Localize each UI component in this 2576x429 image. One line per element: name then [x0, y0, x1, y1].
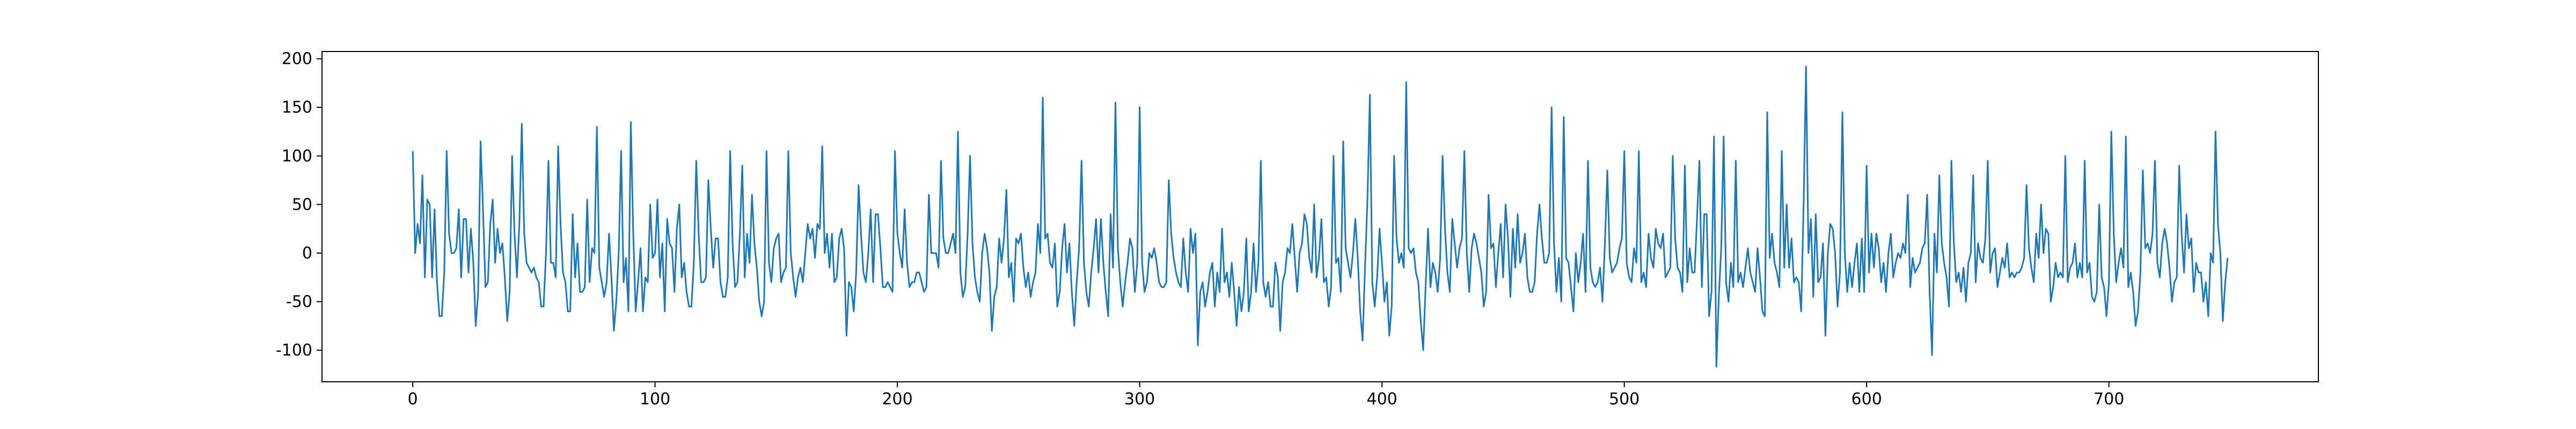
y-tick-label: -50 [286, 293, 312, 312]
data-line [412, 65, 2229, 368]
x-tick-label: 700 [2094, 390, 2124, 409]
x-tick-label: 300 [1124, 390, 1155, 409]
y-tick-label: 200 [282, 50, 312, 69]
x-tick-label: 0 [408, 390, 418, 409]
y-tick-label: 50 [292, 195, 312, 214]
x-tick-label: 200 [882, 390, 912, 409]
y-tick-label: 150 [282, 98, 312, 117]
plot-frame [321, 51, 2319, 382]
x-tick-label: 400 [1367, 390, 1397, 409]
x-tick-label: 600 [1851, 390, 1882, 409]
x-tick-label: 100 [640, 390, 670, 409]
x-tick-label: 500 [1609, 390, 1640, 409]
y-tick-label: 0 [302, 244, 312, 263]
y-tick-label: 100 [282, 147, 312, 166]
y-tick-label: -100 [276, 341, 312, 360]
